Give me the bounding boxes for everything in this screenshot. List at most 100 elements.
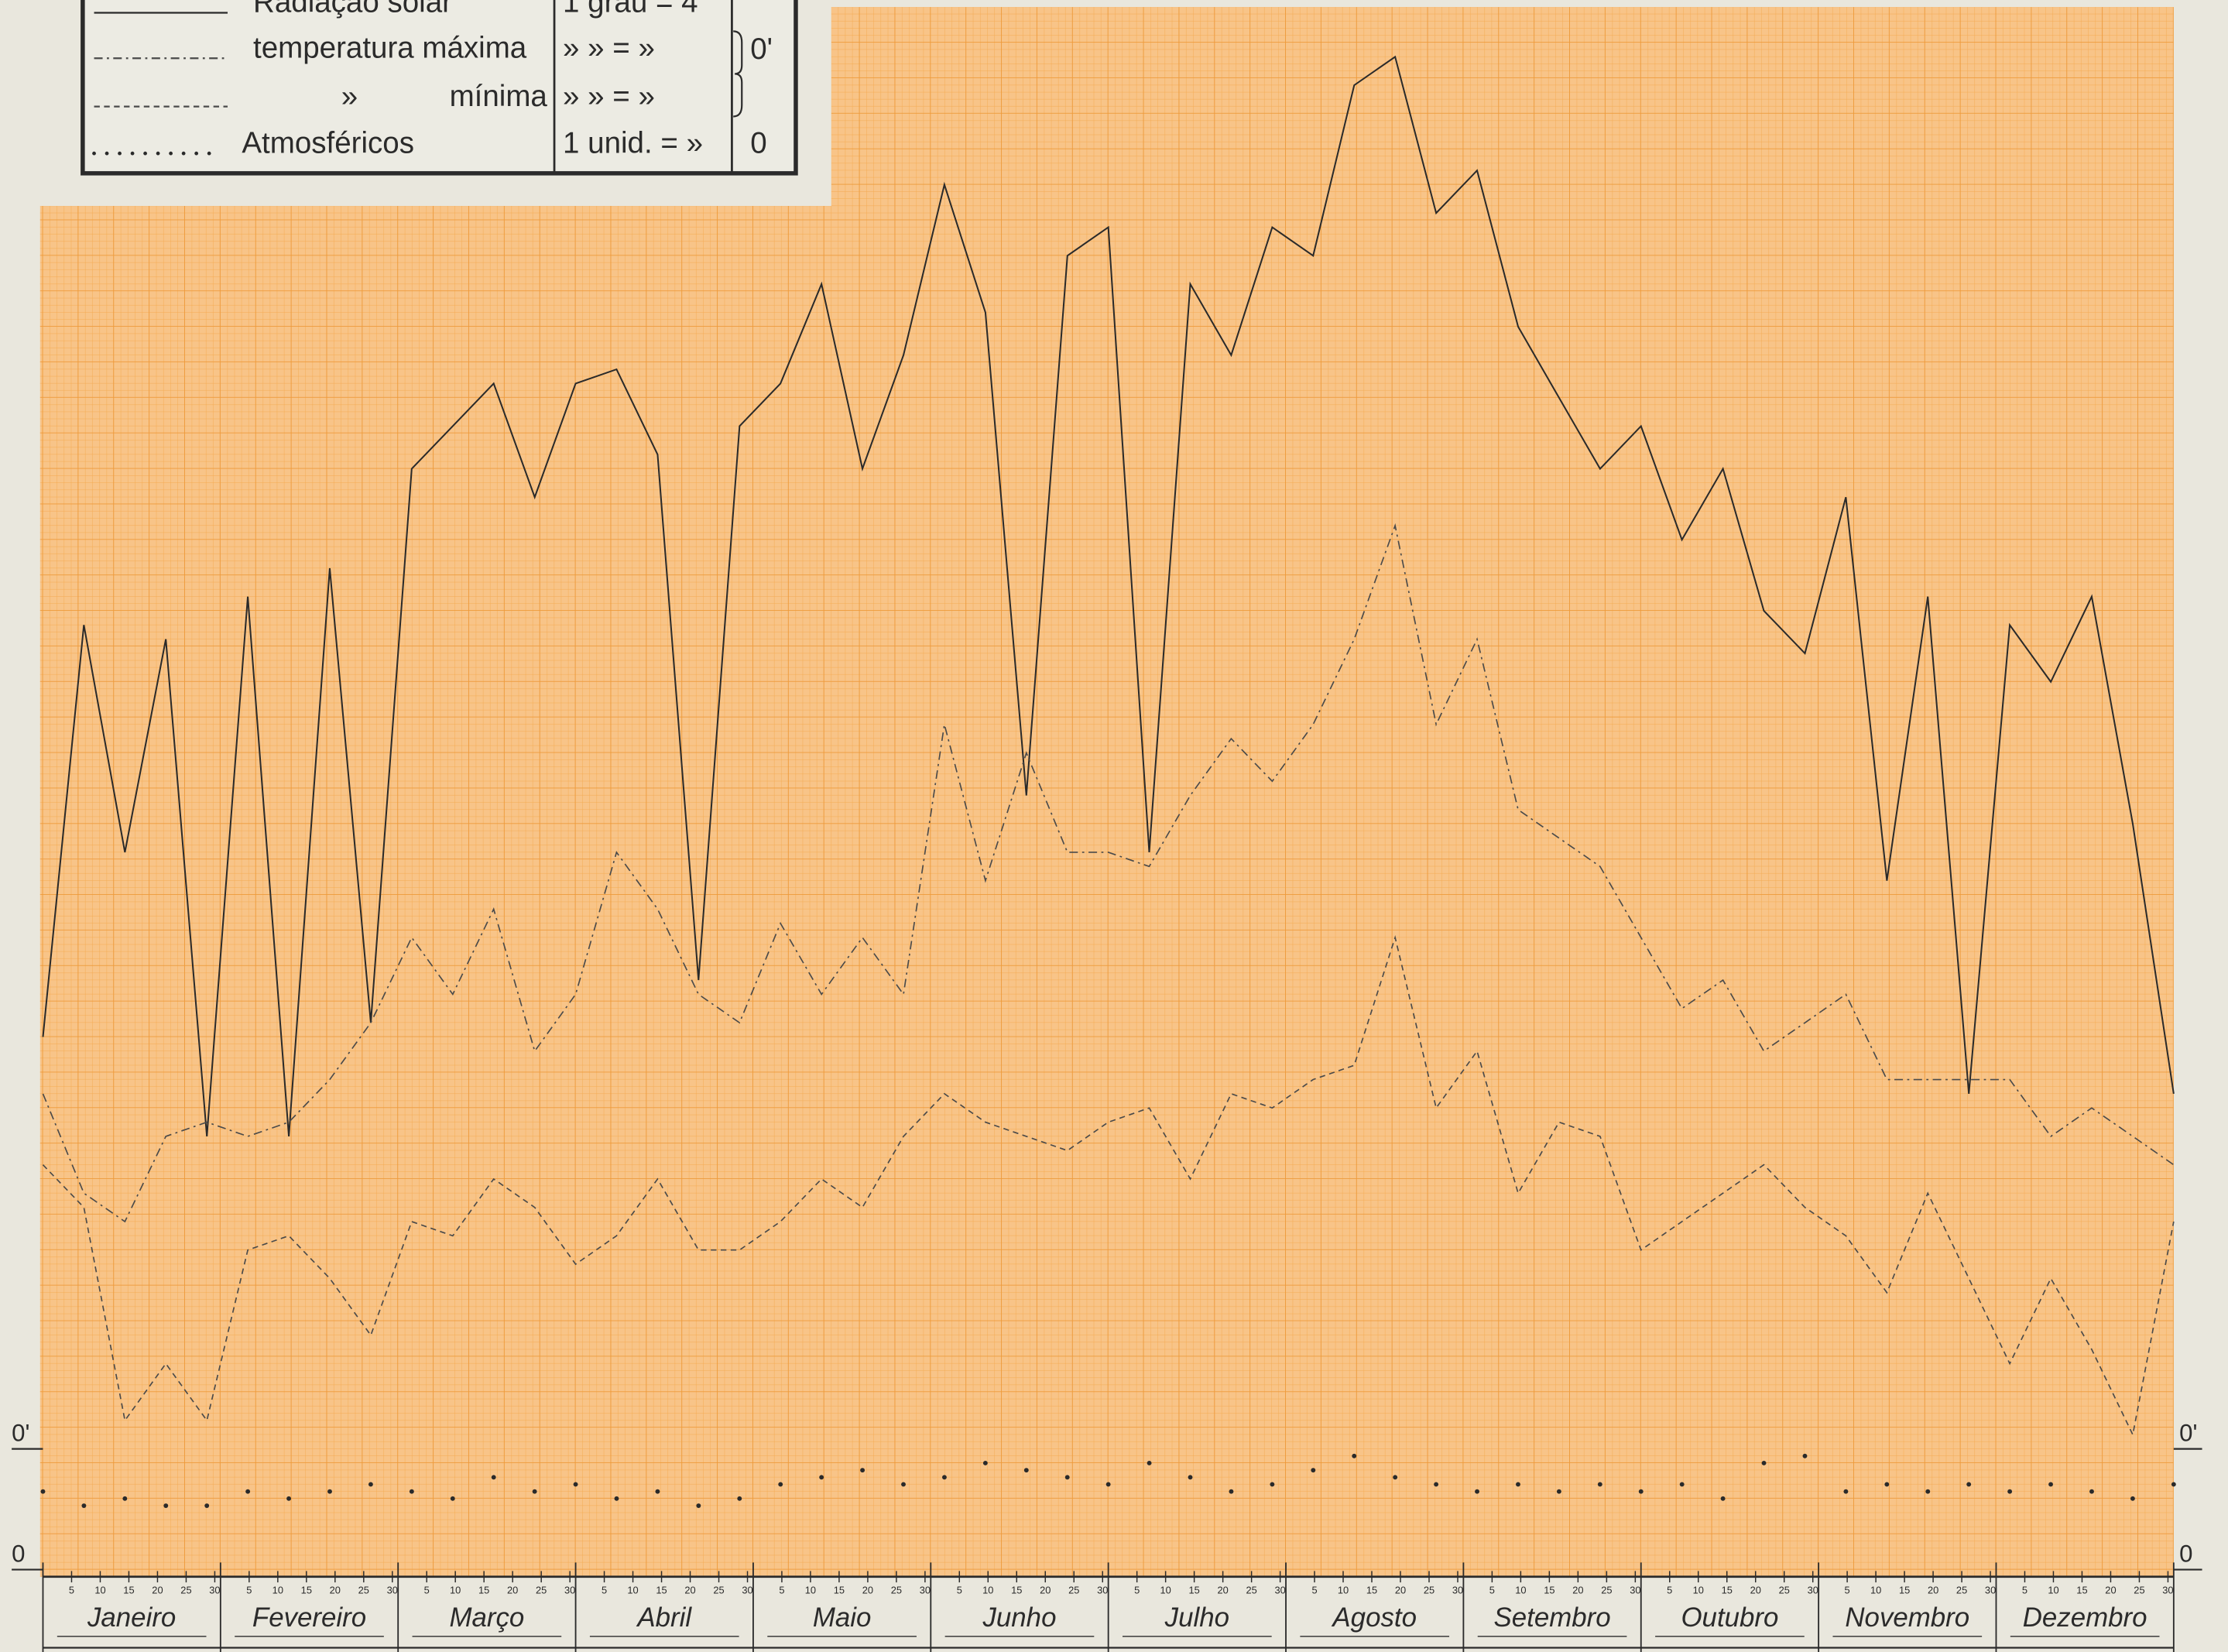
atmospheric-dot bbox=[573, 1482, 578, 1487]
legend-box bbox=[81, 0, 798, 176]
day-tick-label: 10 bbox=[627, 1584, 638, 1595]
day-tick-label: 15 bbox=[1011, 1584, 1022, 1595]
atmospheric-dot bbox=[81, 1503, 87, 1508]
y-tick-label: 0' bbox=[2179, 1419, 2197, 1446]
atmospheric-dot bbox=[1884, 1482, 1890, 1487]
atmospheric-dot bbox=[1761, 1461, 1767, 1465]
day-tick-label: 10 bbox=[1160, 1584, 1171, 1595]
atmospheric-dot bbox=[245, 1489, 251, 1494]
atmospheric-dot bbox=[942, 1475, 947, 1480]
day-tick-label: 10 bbox=[450, 1584, 461, 1595]
day-tick-label: 20 bbox=[330, 1584, 341, 1595]
day-tick-label: 20 bbox=[1572, 1584, 1583, 1595]
atmospheric-dot bbox=[655, 1489, 660, 1494]
day-tick-label: 30 bbox=[2162, 1584, 2173, 1595]
day-tick-label: 15 bbox=[2076, 1584, 2087, 1595]
month-label: Maio bbox=[813, 1602, 872, 1633]
legend-label: mínima bbox=[450, 80, 548, 113]
day-tick-label: 15 bbox=[1366, 1584, 1377, 1595]
day-tick-label: 25 bbox=[536, 1584, 547, 1595]
day-tick-label: 10 bbox=[982, 1584, 993, 1595]
day-tick-label: 10 bbox=[1870, 1584, 1881, 1595]
day-tick-label: 20 bbox=[1395, 1584, 1406, 1595]
legend: Radiação solar 1 grau = 4 temperatura máxi… bbox=[81, 0, 798, 176]
legend-zero: 0' bbox=[750, 33, 773, 66]
day-tick-label: 15 bbox=[1189, 1584, 1200, 1595]
month-label: Julho bbox=[1164, 1602, 1229, 1633]
atmospheric-dot bbox=[1393, 1475, 1398, 1480]
day-tick-label: 30 bbox=[564, 1584, 575, 1595]
day-tick-label: 20 bbox=[1928, 1584, 1938, 1595]
atmospheric-dot bbox=[327, 1489, 332, 1494]
day-tick-label: 25 bbox=[2134, 1584, 2144, 1595]
atmospheric-dot bbox=[2089, 1489, 2094, 1494]
legend-zero: 0 bbox=[750, 126, 766, 159]
month-label: Março bbox=[449, 1602, 524, 1633]
atmospheric-dot bbox=[163, 1503, 169, 1508]
day-tick-label: 30 bbox=[1985, 1584, 1996, 1595]
month-label: Fevereiro bbox=[252, 1602, 366, 1633]
atmospheric-dot bbox=[737, 1496, 742, 1501]
legend-swatch bbox=[156, 151, 160, 156]
legend-scale: 1 unid. = » bbox=[563, 126, 703, 159]
day-tick-label: 25 bbox=[1956, 1584, 1967, 1595]
legend-swatch bbox=[92, 151, 96, 156]
atmospheric-dot bbox=[2171, 1482, 2176, 1487]
day-tick-label: 10 bbox=[1693, 1584, 1704, 1595]
day-tick-label: 15 bbox=[301, 1584, 312, 1595]
legend-scale: 1 grau = 4 bbox=[563, 0, 698, 19]
day-tick-label: 20 bbox=[1750, 1584, 1761, 1595]
day-tick-label: 10 bbox=[805, 1584, 816, 1595]
atmospheric-dot bbox=[1597, 1482, 1602, 1487]
atmospheric-dot bbox=[1720, 1496, 1726, 1501]
atmospheric-dot bbox=[491, 1475, 496, 1480]
day-tick-label: 10 bbox=[2048, 1584, 2058, 1595]
day-tick-label: 25 bbox=[358, 1584, 369, 1595]
day-tick-label: 15 bbox=[1722, 1584, 1733, 1595]
legend-swatch bbox=[118, 151, 122, 156]
day-tick-label: 25 bbox=[180, 1584, 191, 1595]
day-tick-label: 25 bbox=[1601, 1584, 1612, 1595]
month-label: Dezembro bbox=[2023, 1602, 2147, 1633]
day-tick-label: 20 bbox=[1217, 1584, 1228, 1595]
month-label: Setembro bbox=[1493, 1602, 1610, 1633]
day-tick-label: 25 bbox=[1246, 1584, 1256, 1595]
atmospheric-dot bbox=[40, 1489, 46, 1494]
y-tick-label: 0 bbox=[2179, 1540, 2192, 1567]
atmospheric-dot bbox=[1843, 1489, 1849, 1494]
atmospheric-dot bbox=[778, 1482, 783, 1487]
legend-label: Radiação solar bbox=[253, 0, 452, 19]
atmospheric-dot bbox=[1064, 1475, 1070, 1480]
day-tick-label: 30 bbox=[1630, 1584, 1640, 1595]
legend-label: Atmosféricos bbox=[242, 126, 414, 159]
day-tick-label: 30 bbox=[1097, 1584, 1108, 1595]
series-line bbox=[42, 55, 2175, 1137]
legend-swatch bbox=[207, 151, 211, 156]
day-tick-label: 30 bbox=[1274, 1584, 1285, 1595]
legend-swatch bbox=[181, 151, 186, 156]
atmospheric-dot bbox=[1270, 1482, 1275, 1487]
atmospheric-dot bbox=[1516, 1482, 1520, 1487]
atmospheric-dot bbox=[1966, 1482, 1972, 1487]
atmospheric-dot bbox=[1434, 1482, 1439, 1487]
legend-swatch bbox=[130, 151, 135, 156]
atmospheric-dot bbox=[1311, 1468, 1316, 1473]
day-tick-label: 25 bbox=[1779, 1584, 1790, 1595]
day-tick-label: 25 bbox=[891, 1584, 902, 1595]
day-tick-label: 10 bbox=[1515, 1584, 1526, 1595]
day-tick-label: 15 bbox=[656, 1584, 667, 1595]
day-tick-label: 25 bbox=[1424, 1584, 1434, 1595]
atmospheric-dot bbox=[1679, 1482, 1685, 1487]
day-tick-label: 30 bbox=[387, 1584, 398, 1595]
atmospheric-dot bbox=[1638, 1489, 1644, 1494]
legend-scale: » » = » bbox=[563, 80, 655, 113]
day-tick-label: 30 bbox=[742, 1584, 752, 1595]
month-label: Agosto bbox=[1331, 1602, 1417, 1633]
day-tick-label: 30 bbox=[920, 1584, 931, 1595]
day-tick-label: 10 bbox=[1338, 1584, 1349, 1595]
legend-ditto: » bbox=[341, 80, 358, 113]
series-line bbox=[42, 934, 2175, 1437]
day-tick-label: 10 bbox=[273, 1584, 283, 1595]
atmospheric-dot bbox=[2130, 1496, 2135, 1501]
day-tick-label: 5 bbox=[424, 1584, 430, 1595]
